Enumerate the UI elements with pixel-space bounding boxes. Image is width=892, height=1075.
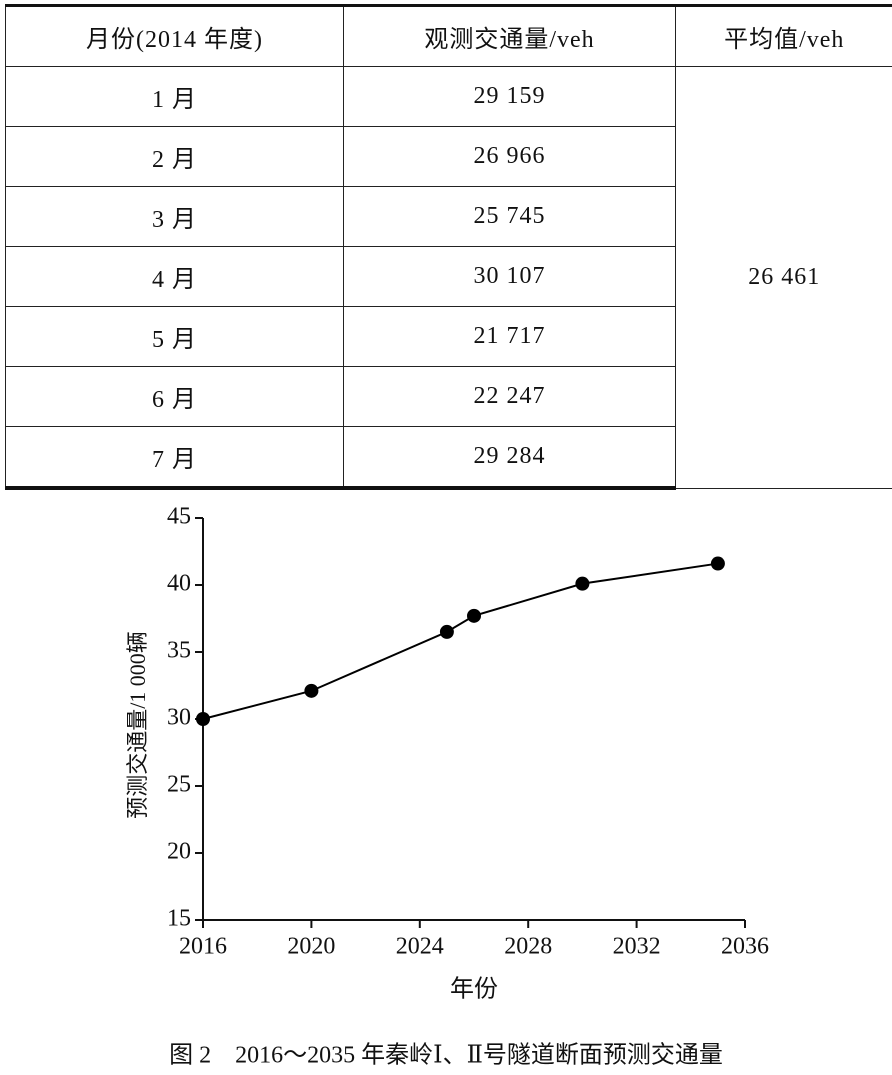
data-point: [196, 712, 210, 726]
month-cell: 2 月: [5, 126, 344, 187]
average-cell: 26 461: [675, 66, 892, 489]
month-cell: 1 月: [5, 66, 344, 127]
header-cell: 观测交通量/veh: [343, 4, 676, 67]
month-cell: 6 月: [5, 366, 344, 427]
x-tick-label: 2016: [179, 934, 227, 960]
header-row: 月份(2014 年度) 观测交通量/veh 平均值/veh: [5, 4, 892, 67]
y-tick-label: 15: [167, 906, 191, 932]
y-tick-label: 40: [167, 571, 191, 597]
traffic-cell: 22 247: [343, 366, 676, 427]
month-cell: 5 月: [5, 306, 344, 367]
header-cell: 月份(2014 年度): [5, 4, 344, 67]
traffic-cell: 25 745: [343, 186, 676, 247]
data-point: [467, 608, 481, 623]
traffic-cell: 26 966: [343, 126, 676, 187]
table-body: 1 月 29 159 26 461 2 月 26 966 3 月 25 745 4 月 30 1…: [5, 66, 892, 490]
y-axis-label: 预测交通量/1 000辆: [125, 631, 150, 819]
y-tick-label: 35: [167, 638, 191, 664]
y-tick-label: 45: [167, 504, 191, 530]
x-tick-label: 2028: [504, 934, 552, 960]
y-tick-label: 30: [167, 705, 191, 731]
table-row: 6 月 22 247: [5, 366, 892, 427]
x-tick-label: 2036: [721, 934, 769, 960]
y-tick-label: 20: [167, 839, 191, 865]
x-tick-label: 2032: [613, 934, 661, 960]
data-point: [710, 556, 725, 571]
traffic-table: 月份(2014 年度) 观测交通量/veh 平均值/veh 1 月 29 159 2…: [5, 4, 892, 490]
chart: 预测交通量/1 000辆 年份 图 2 2016～2035 年秦岭Ⅰ、Ⅱ号隧道断…: [125, 504, 769, 1069]
figure-caption: 图 2 2016～2035 年秦岭Ⅰ、Ⅱ号隧道断面预测交通量: [169, 1042, 723, 1069]
traffic-cell: 29 284: [343, 426, 676, 490]
x-axis-label: 年份: [450, 976, 498, 1003]
month-cell: 4 月: [5, 246, 344, 307]
table-row: 7 月 29 284: [5, 426, 892, 490]
data-point: [439, 624, 454, 639]
x-tick-label: 2020: [287, 934, 335, 960]
table-row: 1 月 29 159 26 461: [5, 66, 892, 489]
x-tick-label: 2024: [396, 934, 444, 960]
month-cell: 3 月: [5, 186, 344, 247]
data-point: [304, 683, 319, 698]
data-point: [575, 576, 590, 591]
data-line: [202, 562, 719, 720]
traffic-cell: 29 159: [343, 66, 676, 127]
month-cell: 7 月: [5, 426, 344, 490]
y-tick-label: 25: [167, 772, 191, 798]
traffic-cell: 21 717: [343, 306, 676, 367]
header-cell: 平均值/veh: [675, 4, 892, 67]
table-row: 2 月 26 966: [5, 126, 892, 187]
traffic-cell: 30 107: [343, 246, 676, 307]
